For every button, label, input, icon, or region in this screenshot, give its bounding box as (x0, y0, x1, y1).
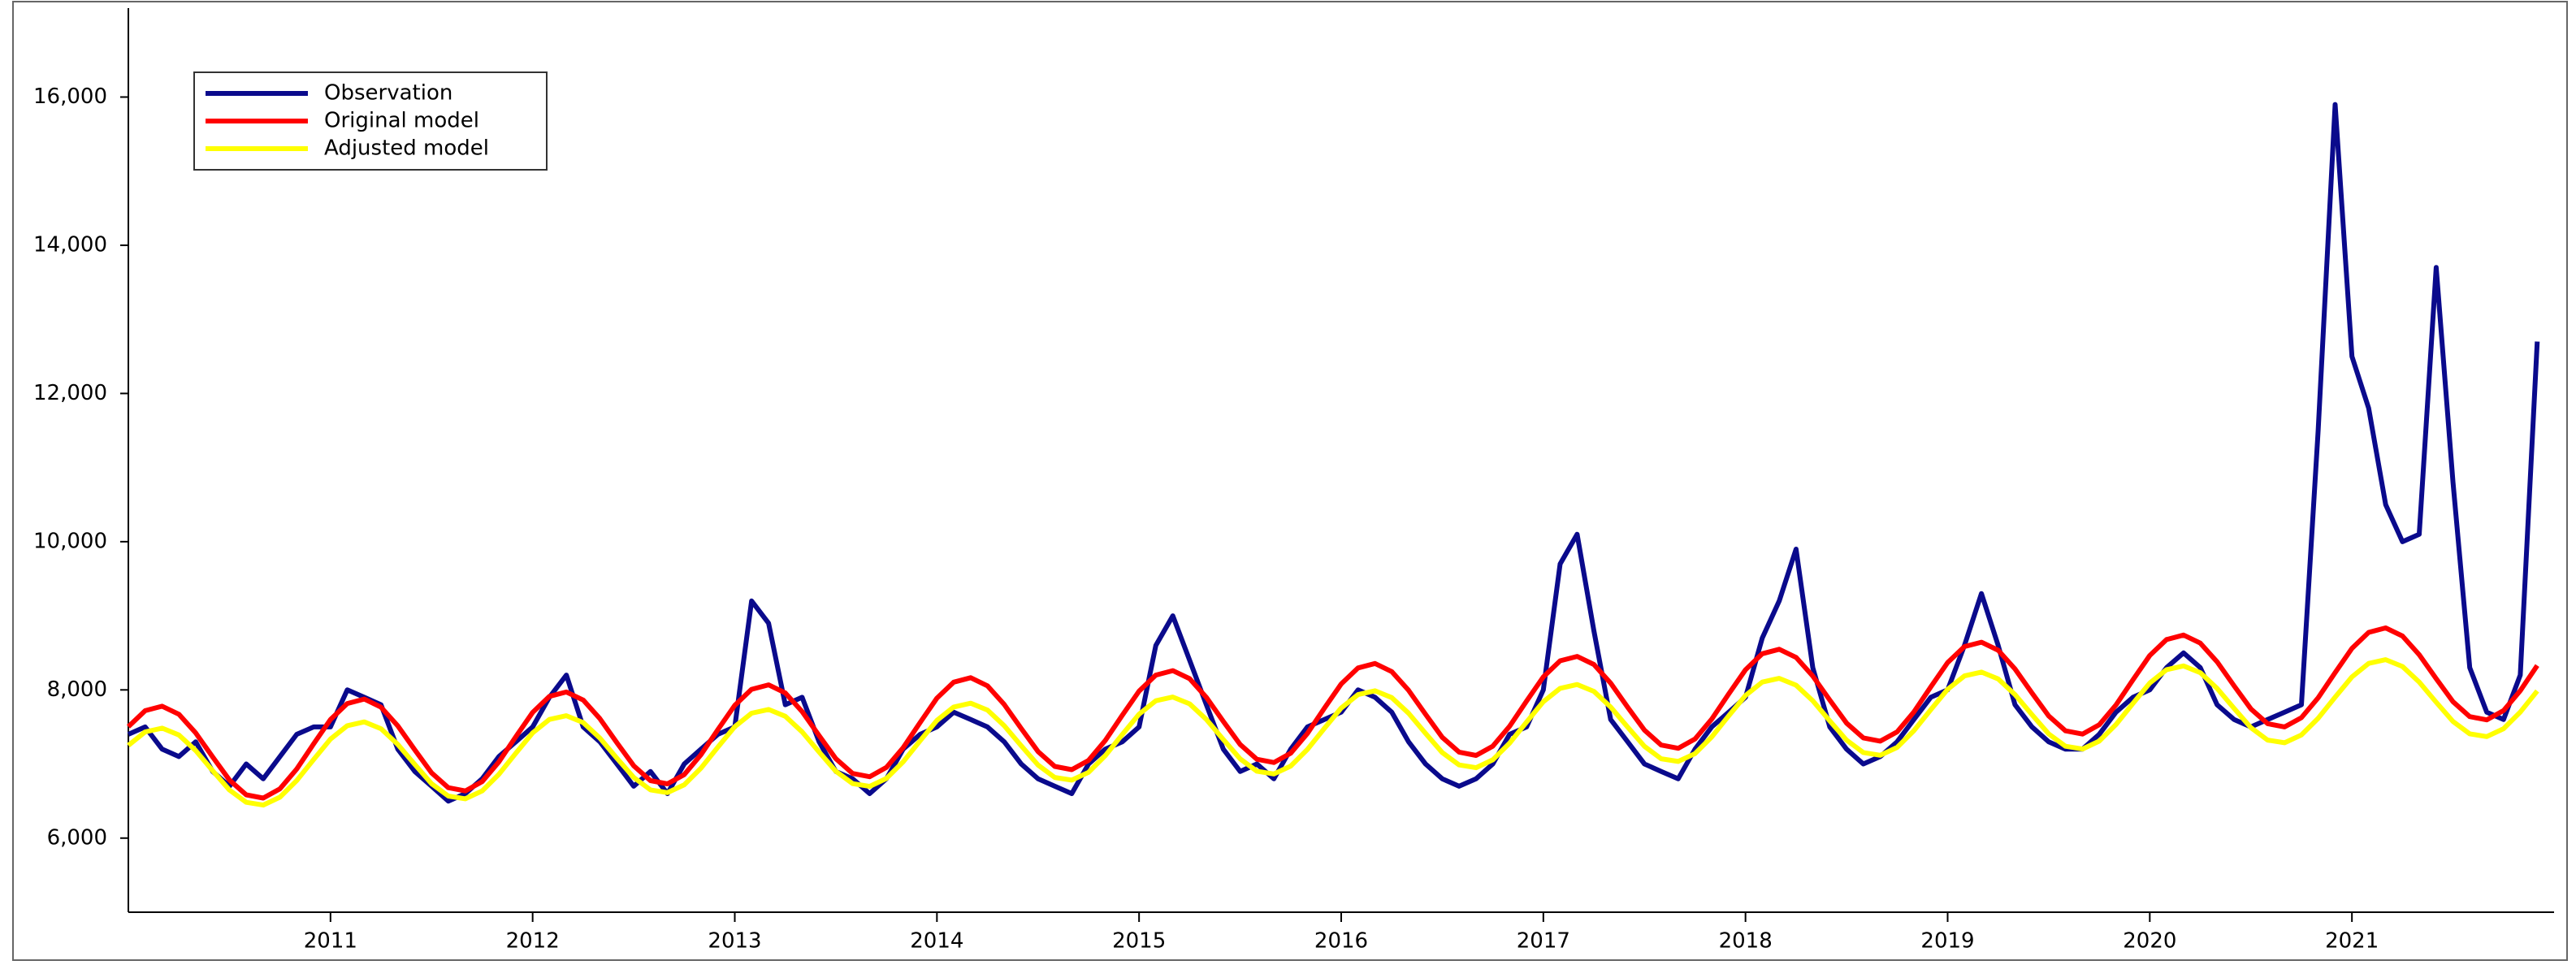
y-tick-label: 6,000 (47, 825, 107, 850)
x-tick-label: 2018 (1719, 929, 1773, 954)
x-tick-label: 2016 (1314, 929, 1368, 954)
legend-label: Observation (324, 81, 452, 106)
x-tick-label: 2019 (1920, 929, 1974, 954)
y-tick-label: 10,000 (33, 529, 107, 553)
y-tick-label: 14,000 (33, 232, 107, 257)
legend: Observation Original model Adjusted model (193, 71, 548, 171)
x-tick-label: 2013 (708, 929, 761, 954)
chart-frame (12, 1, 2568, 961)
legend-label: Adjusted model (324, 136, 489, 161)
data-line (127, 657, 2539, 808)
x-tick-label: 2015 (1112, 929, 1166, 954)
x-tick-label: 2021 (2325, 929, 2379, 954)
x-tick-label: 2020 (2123, 929, 2176, 954)
x-tick-label: 2017 (1517, 929, 1570, 954)
y-tick-label: 12,000 (33, 381, 107, 405)
x-tick-label: 2014 (910, 929, 963, 954)
data-line (126, 625, 2539, 801)
x-tick-label: 2012 (506, 929, 560, 954)
x-tick-label: 2011 (304, 929, 357, 954)
legend-label: Original model (324, 109, 479, 133)
y-tick-label: 16,000 (33, 84, 107, 109)
y-tick-label: 8,000 (47, 677, 107, 702)
